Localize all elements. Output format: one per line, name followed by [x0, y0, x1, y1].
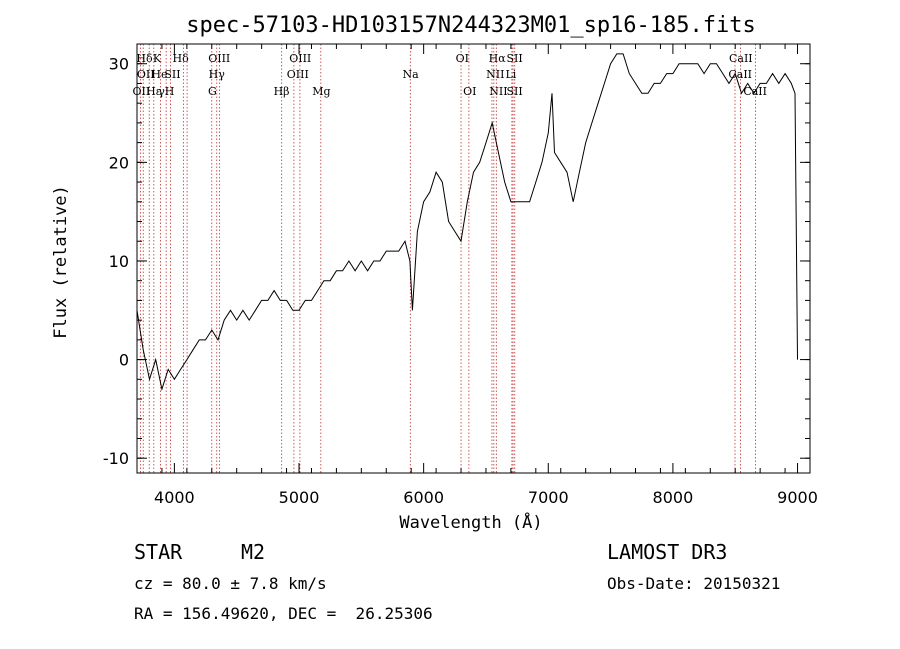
coordinates: RA = 156.49620, DEC = 26.25306 [134, 604, 433, 623]
object-subclass: M2 [241, 540, 266, 564]
x-tick-label: 5000 [279, 488, 320, 507]
spectral-line-label: NII [489, 85, 507, 98]
x-axis-ticks: 4000 5000 6000 7000 8000 9000 [136, 44, 818, 507]
spectral-line-label: OIII [289, 52, 311, 65]
y-tick-label: 30 [109, 55, 129, 74]
y-tick-label: 20 [109, 153, 129, 172]
spectral-line-label: SII [507, 85, 523, 98]
spectral-line-label: γH [158, 85, 174, 98]
x-tick-label: 6000 [403, 488, 444, 507]
spectral-line-label: Hγ [209, 68, 226, 81]
spectral-line-label: SII [507, 52, 523, 65]
y-tick-label: 10 [109, 252, 129, 271]
survey-name: LAMOST DR3 [607, 540, 728, 564]
spectral-line-label: OI [456, 52, 469, 65]
y-tick-label: 0 [119, 351, 129, 370]
spectral-line-label: Na [402, 68, 419, 81]
spectral-line-label: He [151, 68, 167, 81]
spectral-line-label: Hδ [173, 52, 190, 65]
spectral-line-label: K [153, 52, 162, 65]
object-class: STAR [134, 540, 183, 564]
x-tick-label: 4000 [154, 488, 195, 507]
x-axis-label: Wavelength (Å) [399, 511, 542, 533]
spectral-line-label: Hα [489, 52, 507, 65]
spectral-line-label: OIII [208, 52, 230, 65]
spectral-line-label: Hδ [136, 52, 153, 65]
y-axis-ticks: -10 0 10 20 30 [103, 55, 810, 468]
redshift-velocity: cz = 80.0 ± 7.8 km/s [134, 574, 327, 593]
spectral-line-label: SII [164, 68, 180, 81]
reference-lines [139, 44, 756, 473]
spectral-line-label: CaII [729, 52, 753, 65]
spectral-line-label: G [208, 85, 217, 98]
spectral-line-label: Mg [312, 85, 330, 98]
spectral-line-label: Hβ [274, 85, 290, 98]
chart-title: spec-57103-HD103157N244323M01_sp16-185.f… [186, 13, 756, 38]
spectral-line-label: CaII [728, 68, 752, 81]
spectral-line-label: NII [486, 68, 504, 81]
spectral-line-label: Hε [146, 85, 162, 98]
spectral-line-label: OIII [287, 68, 309, 81]
spectrum-series-line [136, 53, 798, 392]
x-tick-label: 9000 [777, 488, 818, 507]
spectral-line-label: OI [463, 85, 476, 98]
y-tick-label: -10 [103, 449, 129, 468]
plot-frame [136, 43, 811, 474]
spectral-line-label: OII [137, 68, 155, 81]
spectral-line-label: Li [505, 68, 516, 81]
observation-date: Obs-Date: 20150321 [607, 574, 781, 593]
y-axis-label: Flux (relative) [51, 185, 71, 339]
x-tick-label: 8000 [653, 488, 694, 507]
x-tick-label: 7000 [528, 488, 569, 507]
